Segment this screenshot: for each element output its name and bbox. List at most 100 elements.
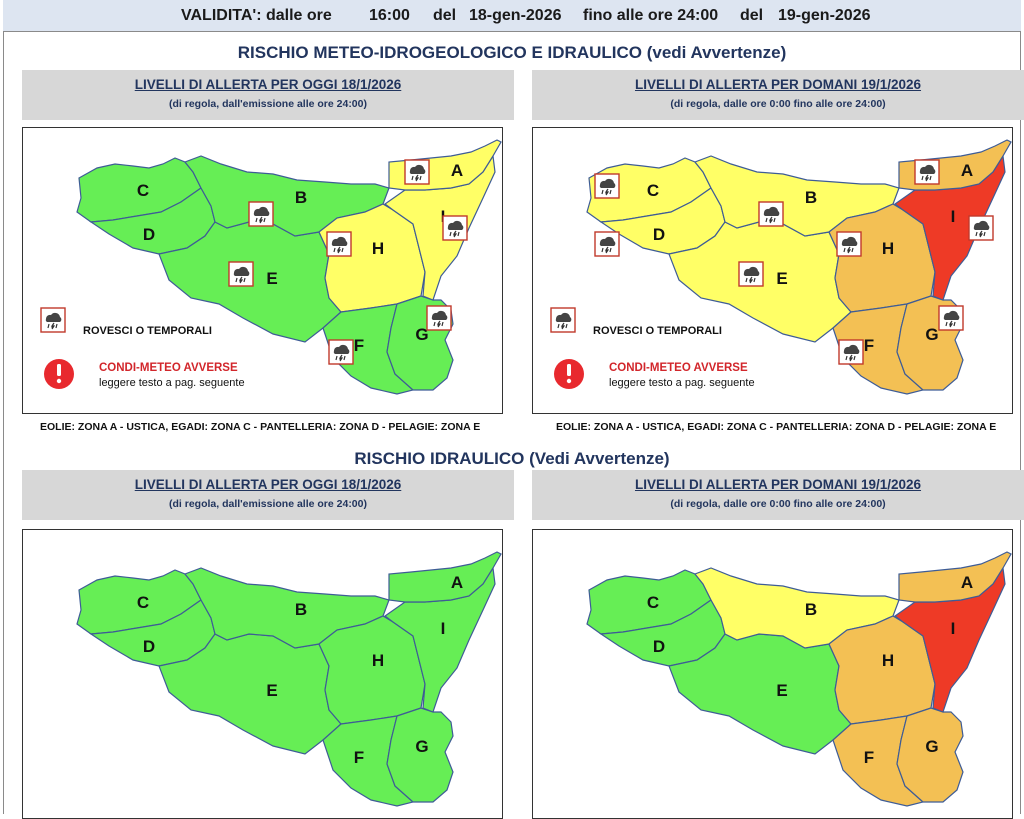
panel-header-idraulico-tomorrow: LIVELLI DI ALLERTA PER DOMANI 19/1/2026 …: [532, 470, 1024, 520]
page-frame: [3, 0, 1021, 814]
zone-label-h: H: [882, 651, 894, 670]
rain-cloud-icon: [758, 201, 784, 227]
islands-note-today: EOLIE: ZONA A - USTICA, EGADI: ZONA C - …: [40, 421, 481, 433]
rain-cloud-icon: [228, 261, 254, 287]
validity-from-time: 16:00: [369, 7, 410, 24]
zone-label-d: D: [143, 637, 155, 656]
zone-h: [828, 615, 936, 725]
panel-header-idraulico-today: LIVELLI DI ALLERTA PER OGGI 18/1/2026 (d…: [22, 470, 514, 520]
zone-label-a: A: [961, 161, 973, 180]
zone-label-g: G: [415, 737, 428, 756]
zone-label-h: H: [372, 651, 384, 670]
zone-label-d: D: [143, 225, 155, 244]
zone-label-f: F: [354, 748, 364, 767]
zone-label-i: I: [441, 619, 446, 638]
panel-title: LIVELLI DI ALLERTA PER DOMANI 19/1/2026: [634, 477, 922, 492]
rain-cloud-icon: [426, 305, 452, 331]
validity-del-1: del: [433, 7, 457, 24]
panel-subtitle: (di regola, dalle ore 0:00 fino alle ore…: [670, 498, 886, 510]
section-title-idraulico: RISCHIO IDRAULICO (Vedi Avvertenze): [354, 449, 670, 468]
panel-header-meteo-tomorrow: LIVELLI DI ALLERTA PER DOMANI 19/1/2026 …: [532, 70, 1024, 120]
sicily-map: C D E B H F G I A: [76, 551, 502, 807]
zone-label-h: H: [372, 239, 384, 258]
validity-label: VALIDITA': dalle ore: [181, 7, 332, 24]
panel-subtitle: (di regola, dall'emissione alle ore 24:0…: [169, 98, 367, 110]
zone-label-a: A: [451, 161, 463, 180]
rain-cloud-icon: [914, 159, 940, 185]
exclamation-icon: [44, 359, 74, 389]
panel-title: LIVELLI DI ALLERTA PER OGGI 18/1/2026: [134, 77, 402, 92]
zone-label-a: A: [451, 573, 463, 592]
validity-to-date: 19-gen-2026: [778, 7, 871, 24]
sicily-zones: C D E B H F G I A: [586, 139, 1012, 395]
sicily-map: C D E B H F G I A: [586, 551, 1012, 807]
zone-label-c: C: [647, 181, 659, 200]
zone-h: [318, 615, 426, 725]
legend-adverse-note: leggere testo a pag. seguente: [99, 377, 245, 389]
zone-h: [828, 203, 936, 313]
zone-label-d: D: [653, 225, 665, 244]
rain-cloud-icon: [738, 261, 764, 287]
zone-label-i: I: [951, 619, 956, 638]
rain-cloud-icon: [594, 173, 620, 199]
zone-label-e: E: [266, 681, 277, 700]
zone-h: [318, 203, 426, 313]
zone-label-a: A: [961, 573, 973, 592]
rain-cloud-icon: [838, 339, 864, 365]
rain-cloud-icon: [836, 231, 862, 257]
rain-cloud-icon: [442, 215, 468, 241]
rain-cloud-icon: [248, 201, 274, 227]
legend-rain-cloud-icon: [550, 307, 576, 333]
zone-label-f: F: [864, 748, 874, 767]
islands-note-tomorrow: EOLIE: ZONA A - USTICA, EGADI: ZONA C - …: [556, 421, 997, 433]
rain-cloud-icon: [326, 231, 352, 257]
zone-label-h: H: [882, 239, 894, 258]
zone-a: [898, 551, 1012, 603]
zone-label-b: B: [295, 600, 307, 619]
rain-cloud-icon: [404, 159, 430, 185]
exclamation-icon: [554, 359, 584, 389]
legend-storms-label: ROVESCI O TEMPORALI: [83, 325, 212, 337]
legend-adverse-label: CONDI-METEO AVVERSE: [99, 362, 238, 374]
zone-label-c: C: [647, 593, 659, 612]
section-title-meteo: RISCHIO METEO-IDROGEOLOGICO E IDRAULICO …: [237, 43, 787, 62]
zone-g: [896, 707, 964, 803]
zone-label-e: E: [266, 269, 277, 288]
sicily-zones: C D E B H F G I A: [76, 551, 502, 807]
zone-label-b: B: [295, 188, 307, 207]
zone-label-f: F: [354, 336, 364, 355]
validity-until: fino alle ore 24:00: [583, 7, 719, 24]
panel-title: LIVELLI DI ALLERTA PER DOMANI 19/1/2026: [634, 77, 922, 92]
zone-label-c: C: [137, 593, 149, 612]
zone-label-c: C: [137, 181, 149, 200]
legend-storms-label: ROVESCI O TEMPORALI: [593, 325, 722, 337]
zone-label-i: I: [951, 207, 956, 226]
panel-title: LIVELLI DI ALLERTA PER OGGI 18/1/2026: [134, 477, 402, 492]
validity-del-2: del: [740, 7, 764, 24]
legend-adverse-note: leggere testo a pag. seguente: [609, 377, 755, 389]
zone-label-f: F: [864, 336, 874, 355]
map-meteo-tomorrow: C D E B H F G I A ROVESCI O TEMPORALI CONDI-METEO …: [532, 127, 1013, 414]
panel-subtitle: (di regola, dall'emissione alle ore 24:0…: [169, 498, 367, 510]
zone-label-g: G: [925, 325, 938, 344]
rain-cloud-icon: [938, 305, 964, 331]
validity-bar: VALIDITA': dalle ore 16:00 del 18-gen-20…: [3, 0, 1021, 32]
rain-cloud-icon: [594, 231, 620, 257]
zone-label-b: B: [805, 600, 817, 619]
sicily-map: C D E B H F G I A ROVESCI O TEMPORALI CONDI-METEO …: [550, 139, 1012, 395]
zone-label-e: E: [776, 269, 787, 288]
panel-header-meteo-today: LIVELLI DI ALLERTA PER OGGI 18/1/2026 (d…: [22, 70, 514, 120]
map-idraulico-today: C D E B H F G I A: [22, 529, 503, 819]
legend-adverse-label: CONDI-METEO AVVERSE: [609, 362, 748, 374]
zone-label-g: G: [415, 325, 428, 344]
validity-from-date: 18-gen-2026: [469, 7, 562, 24]
zone-label-b: B: [805, 188, 817, 207]
map-idraulico-tomorrow: C D E B H F G I A: [532, 529, 1013, 819]
panel-subtitle: (di regola, dalle ore 0:00 fino alle ore…: [670, 98, 886, 110]
rain-cloud-icon: [328, 339, 354, 365]
rain-cloud-icon: [968, 215, 994, 241]
